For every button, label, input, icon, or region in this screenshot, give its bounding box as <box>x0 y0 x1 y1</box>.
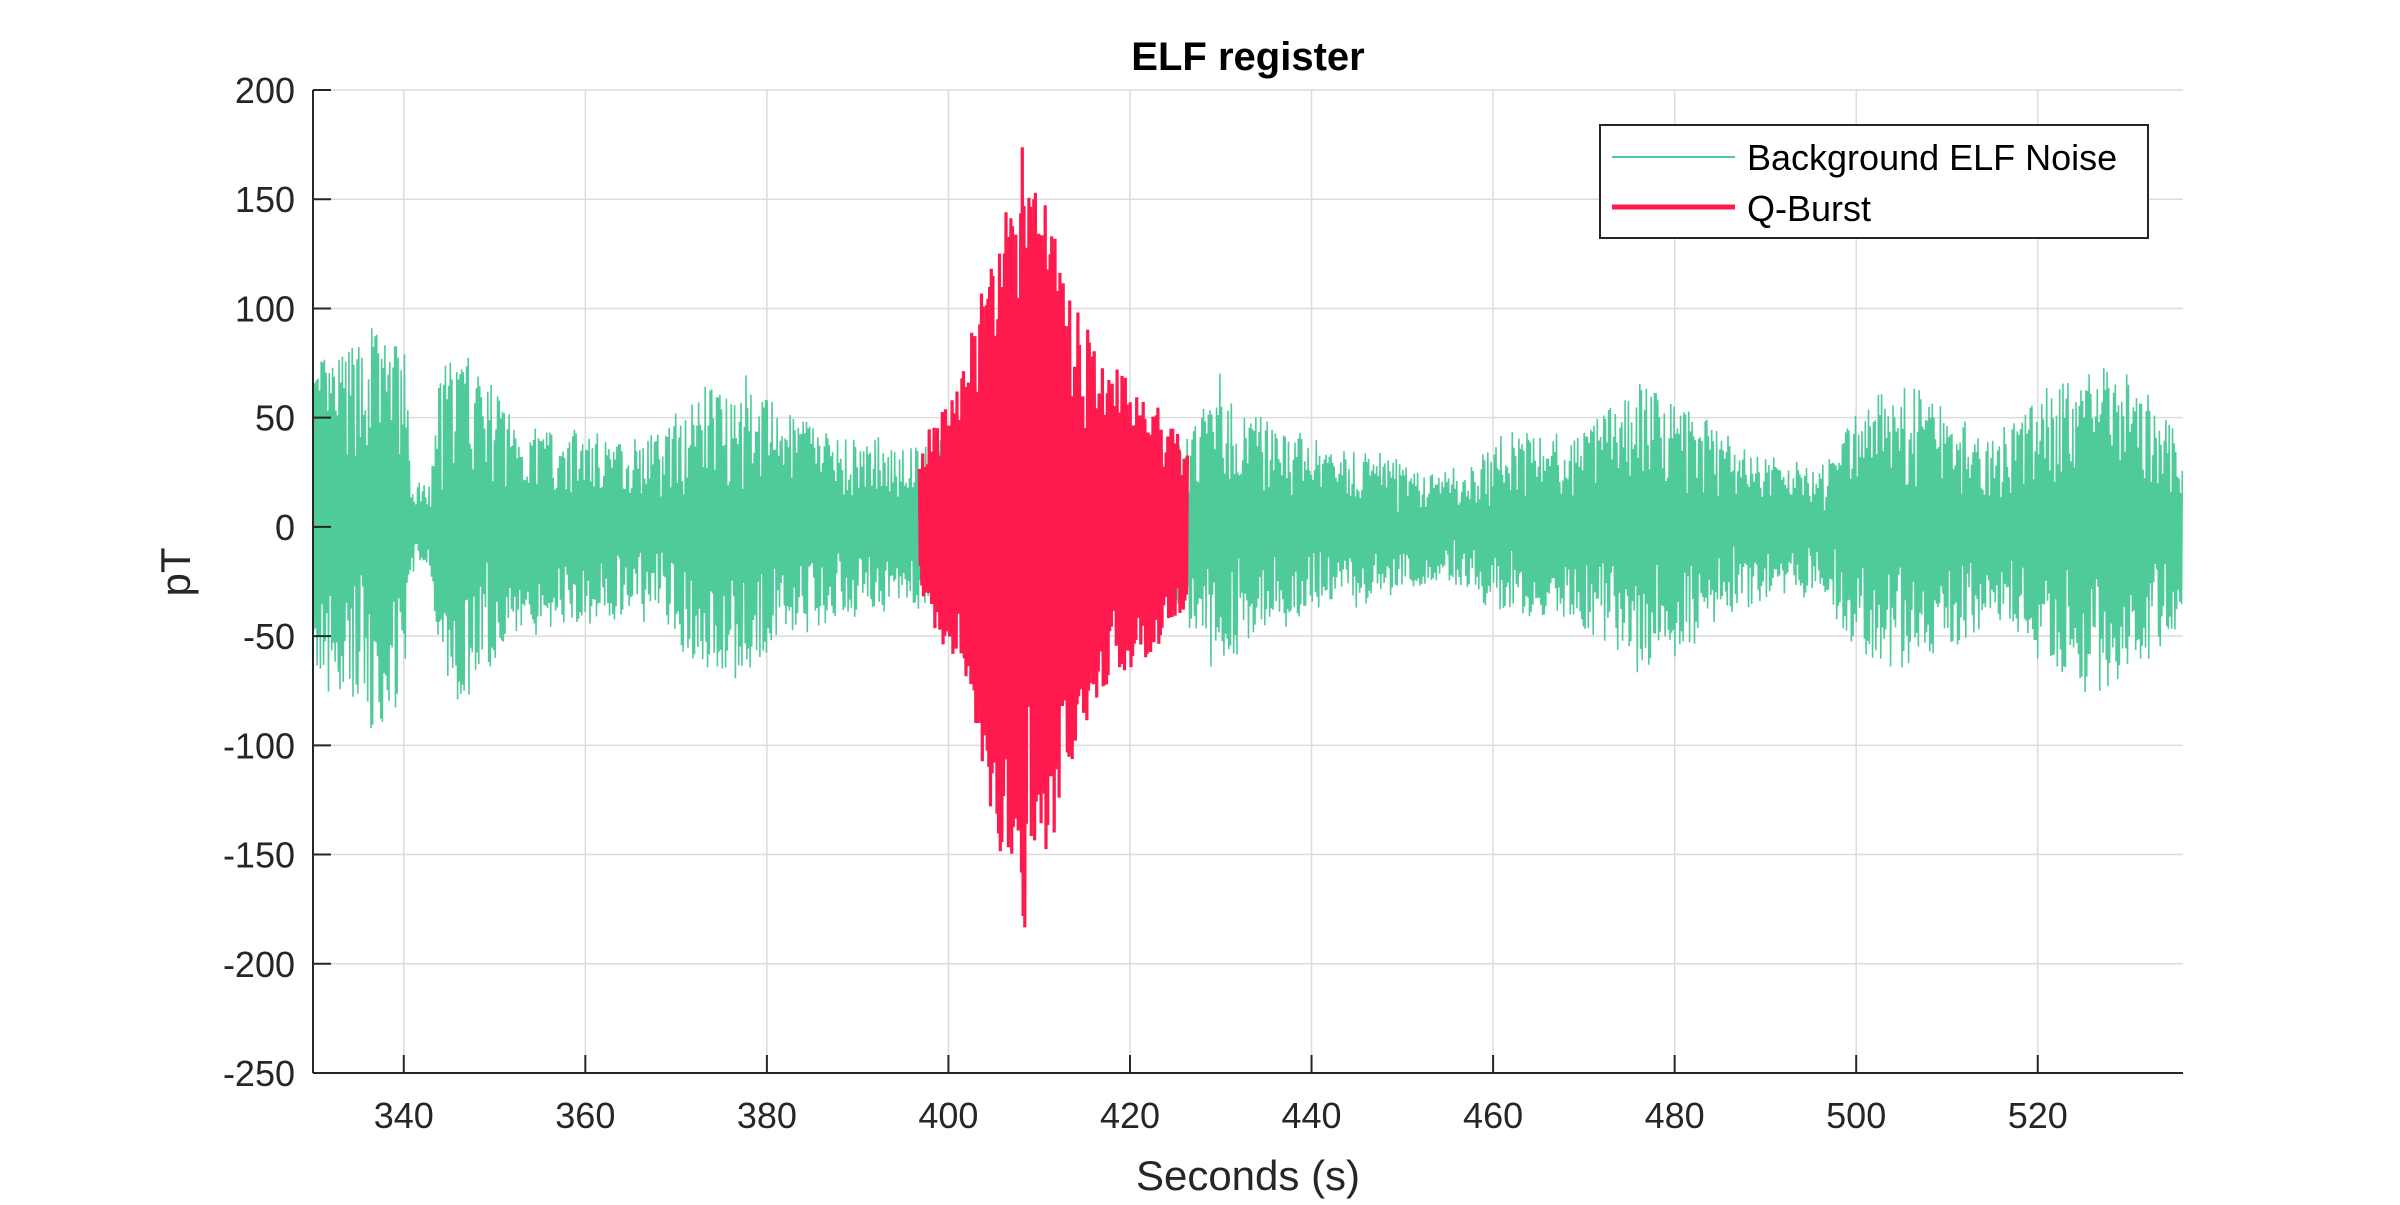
x-tick-label: 360 <box>555 1095 615 1136</box>
legend-label-burst: Q-Burst <box>1747 188 1871 229</box>
legend-label-noise: Background ELF Noise <box>1747 137 2117 178</box>
y-axis-label: pT <box>152 547 199 596</box>
y-tick-label: 150 <box>235 179 295 220</box>
chart-title: ELF register <box>1131 35 1364 79</box>
x-tick-label: 380 <box>737 1095 797 1136</box>
x-tick-label: 520 <box>2008 1095 2068 1136</box>
x-tick-label: 480 <box>1645 1095 1705 1136</box>
legend-box <box>1599 124 2149 239</box>
y-tick-label: 50 <box>255 398 295 439</box>
y-tick-label: 100 <box>235 288 295 329</box>
x-tick-label: 460 <box>1463 1095 1523 1136</box>
y-tick-label: -250 <box>223 1053 295 1094</box>
plot-area <box>312 147 2184 928</box>
y-tick-label: 200 <box>235 70 295 111</box>
x-axis-label: Seconds (s) <box>1136 1152 1360 1199</box>
series-q-burst <box>917 147 1189 928</box>
series-background-elf-noise <box>312 328 2184 729</box>
x-tick-label: 420 <box>1100 1095 1160 1136</box>
y-tick-label: -200 <box>223 944 295 985</box>
y-tick-label: -50 <box>243 616 295 657</box>
axes: 340 360 380 400 420 440 460 480 500 5202001501005… <box>223 70 2183 1136</box>
legend: Background ELF Noise Q-Burst <box>1599 124 2149 239</box>
x-tick-label: 440 <box>1282 1095 1342 1136</box>
x-tick-label: 400 <box>918 1095 978 1136</box>
x-tick-label: 500 <box>1826 1095 1886 1136</box>
y-tick-label: 0 <box>275 507 295 548</box>
y-tick-label: -100 <box>223 725 295 766</box>
x-tick-label: 340 <box>374 1095 434 1136</box>
y-tick-label: -150 <box>223 835 295 876</box>
